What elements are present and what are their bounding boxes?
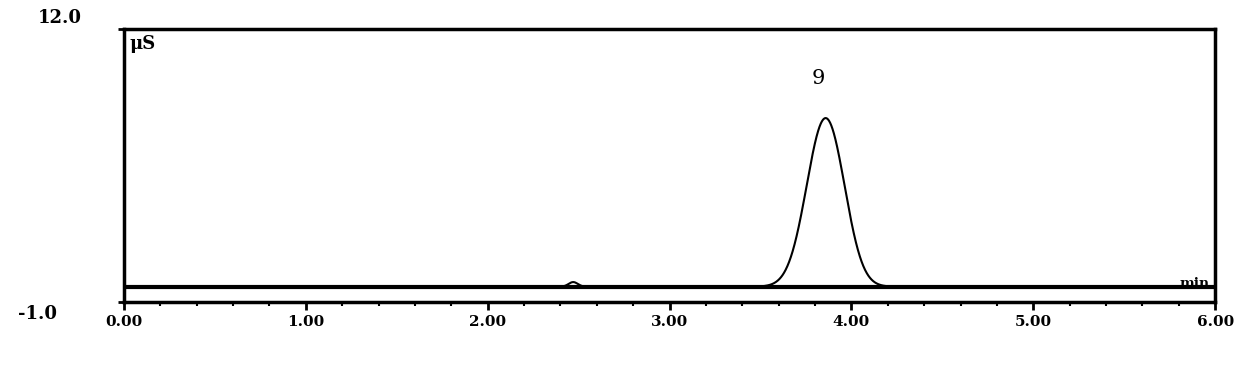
Text: min: min — [1179, 276, 1210, 290]
Text: -1.0: -1.0 — [19, 305, 57, 322]
Text: 9: 9 — [812, 69, 826, 88]
Text: 12.0: 12.0 — [38, 9, 82, 26]
Text: μS: μS — [129, 35, 156, 53]
